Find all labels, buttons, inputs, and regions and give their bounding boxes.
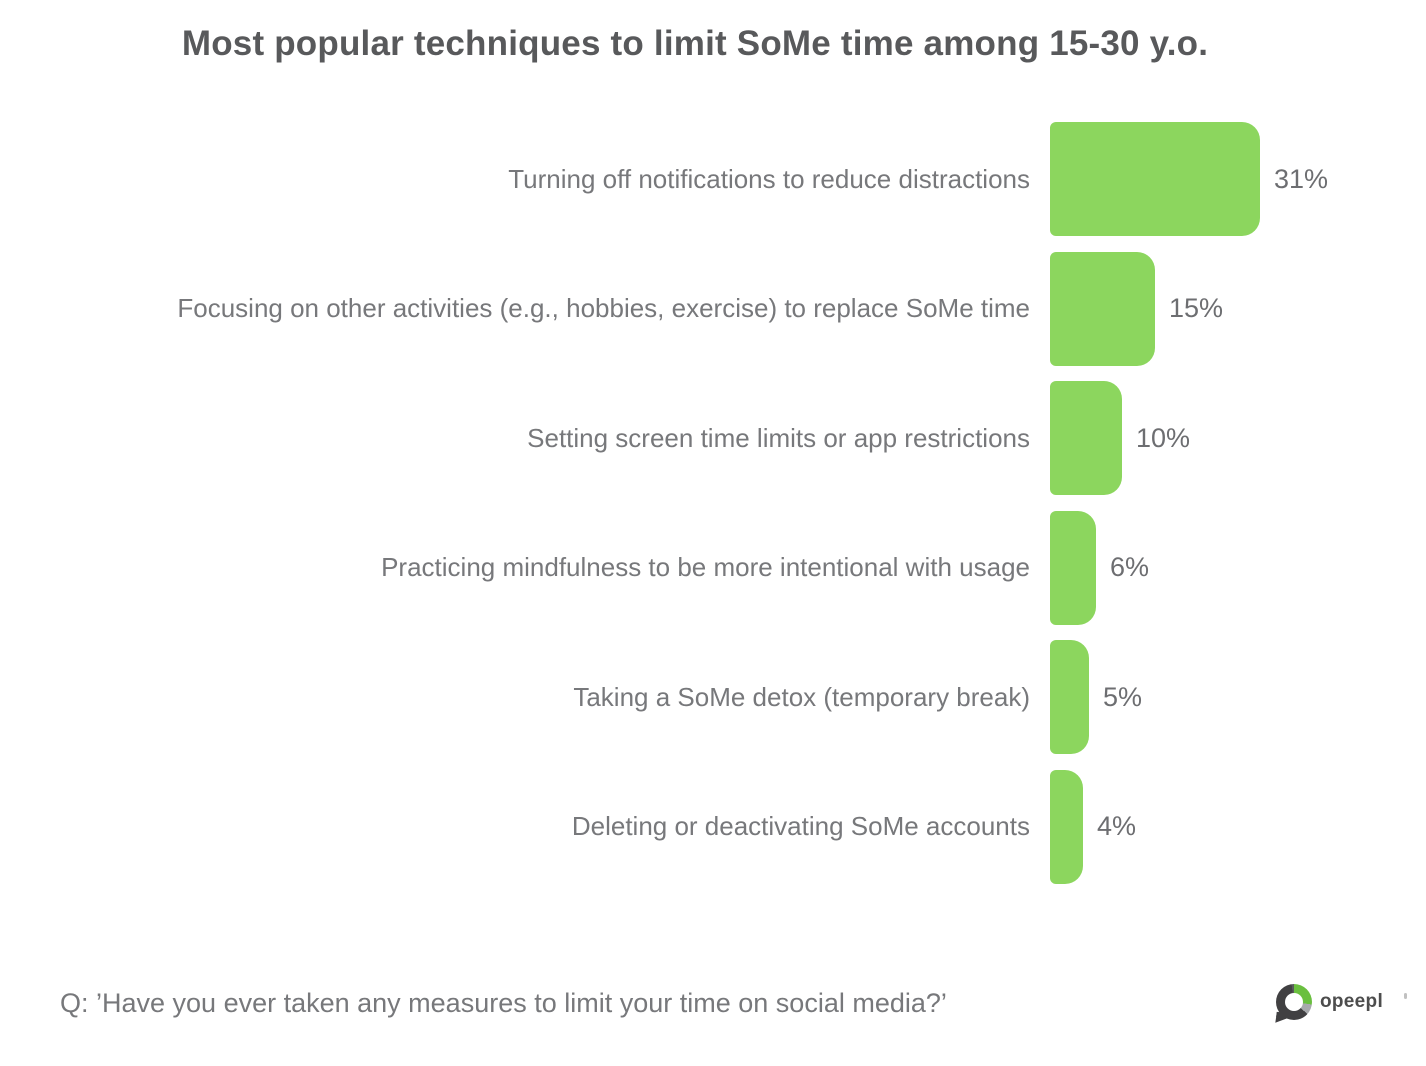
bar [1050,769,1083,884]
bar-label: Setting screen time limits or app restri… [527,422,1030,453]
opeepl-logo-icon [1275,984,1312,1026]
bar-label: Taking a SoMe detox (temporary break) [573,681,1030,712]
bar-value: 10% [1136,422,1191,453]
bar [1050,251,1155,366]
bar-value: 6% [1110,552,1150,582]
bar [1050,381,1122,495]
bar [1050,510,1096,625]
chart-row: Deleting or deactivating SoMe accounts 4… [0,769,1426,884]
chart-row: Focusing on other activities (e.g., hobb… [0,251,1426,366]
bar-label: Turning off notifications to reduce dist… [508,163,1030,194]
bar-chart: Turning off notifications to reduce dist… [0,122,1426,899]
chart-title: Most popular techniques to limit SoMe ti… [181,24,1209,63]
bar [1050,122,1260,236]
bar-value: 4% [1097,811,1137,841]
bar [1050,640,1089,754]
bar-label: Deleting or deactivating SoMe accounts [571,811,1030,842]
opeepl-logo-text: opeepl [1320,991,1384,1012]
speech-bubble-ring-icon [1276,984,1312,1020]
stray-mark [1404,993,1407,999]
chart-row: Taking a SoMe detox (temporary break) 5% [0,640,1426,754]
bar-value: 31% [1274,163,1329,194]
chart-row: Setting screen time limits or app restri… [0,381,1426,495]
bar-value: 5% [1103,681,1143,712]
bar-label: Focusing on other activities (e.g., hobb… [177,293,1030,324]
bar-value: 15% [1169,293,1224,323]
opeepl-logo: opeepl [1275,984,1384,1026]
survey-question: Q: ’Have you ever taken any measures to … [60,988,947,1018]
chart-row: Practicing mindfulness to be more intent… [0,510,1426,625]
chart-row: Turning off notifications to reduce dist… [0,122,1426,236]
bar-label: Practicing mindfulness to be more intent… [381,552,1030,583]
